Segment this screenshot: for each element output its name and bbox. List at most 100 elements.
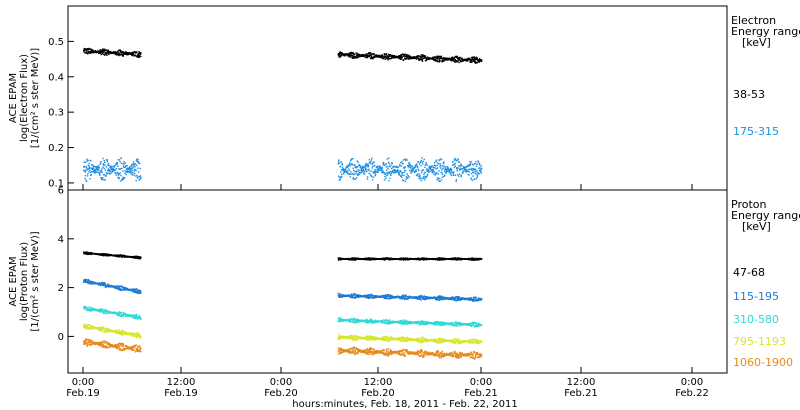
data-point bbox=[434, 297, 436, 299]
data-point bbox=[470, 173, 473, 175]
data-point bbox=[472, 300, 474, 302]
data-point bbox=[422, 176, 425, 178]
data-point bbox=[429, 170, 431, 173]
data-point bbox=[456, 61, 458, 63]
data-point bbox=[121, 311, 123, 313]
data-point bbox=[355, 165, 357, 168]
data-point bbox=[103, 310, 105, 312]
data-point bbox=[99, 174, 101, 176]
data-point bbox=[472, 299, 474, 301]
data-point bbox=[396, 166, 399, 169]
data-point bbox=[401, 297, 403, 299]
data-point bbox=[120, 288, 122, 290]
data-point bbox=[447, 167, 449, 169]
data-point bbox=[405, 178, 407, 181]
data-point bbox=[106, 285, 109, 287]
data-point bbox=[428, 169, 430, 171]
data-point bbox=[435, 159, 438, 161]
data-point bbox=[399, 57, 402, 59]
data-point bbox=[473, 298, 475, 300]
data-point bbox=[384, 294, 387, 296]
data-point bbox=[410, 172, 412, 174]
data-point bbox=[439, 180, 441, 183]
data-point bbox=[396, 170, 398, 172]
data-point bbox=[446, 168, 448, 171]
data-point bbox=[349, 162, 351, 164]
data-point bbox=[373, 322, 376, 324]
data-point bbox=[470, 259, 473, 261]
data-point bbox=[346, 165, 348, 167]
data-point bbox=[350, 53, 352, 55]
data-point bbox=[388, 162, 390, 165]
data-point bbox=[386, 172, 388, 174]
data-point bbox=[406, 320, 408, 322]
data-point bbox=[463, 166, 465, 168]
data-point bbox=[451, 169, 453, 171]
data-point bbox=[446, 170, 449, 172]
data-point bbox=[454, 163, 456, 166]
data-point bbox=[479, 171, 482, 173]
data-point bbox=[351, 173, 354, 175]
data-point bbox=[93, 328, 95, 330]
data-point bbox=[107, 283, 109, 285]
data-point bbox=[387, 165, 389, 168]
data-point bbox=[457, 297, 459, 300]
data-point bbox=[97, 167, 99, 169]
data-point bbox=[126, 171, 129, 173]
data-point bbox=[451, 171, 453, 174]
data-point bbox=[420, 257, 423, 260]
data-point bbox=[342, 294, 345, 296]
data-point bbox=[475, 56, 477, 59]
data-point bbox=[120, 174, 122, 177]
data-point bbox=[446, 166, 448, 168]
series-310-580 bbox=[83, 305, 483, 328]
data-point bbox=[373, 172, 375, 174]
data-point bbox=[369, 318, 372, 320]
data-point bbox=[442, 298, 444, 300]
data-point bbox=[354, 322, 357, 324]
data-point bbox=[438, 180, 440, 182]
data-point bbox=[361, 169, 363, 171]
data-point bbox=[407, 323, 409, 325]
data-point bbox=[434, 324, 436, 326]
data-point bbox=[125, 51, 128, 54]
data-point bbox=[363, 171, 365, 173]
legend-title: [keV] bbox=[742, 220, 771, 233]
data-point bbox=[435, 173, 438, 175]
data-point bbox=[383, 172, 385, 174]
data-point bbox=[399, 56, 401, 58]
data-point bbox=[459, 168, 462, 170]
data-point bbox=[379, 54, 381, 57]
data-point bbox=[383, 164, 385, 166]
data-point bbox=[401, 58, 403, 60]
data-point bbox=[100, 309, 102, 311]
data-point bbox=[369, 54, 371, 57]
data-point bbox=[123, 287, 125, 289]
data-point bbox=[472, 171, 474, 173]
data-point bbox=[475, 325, 477, 328]
data-point bbox=[434, 162, 436, 164]
data-point bbox=[88, 51, 91, 53]
data-point bbox=[407, 296, 410, 298]
data-point bbox=[136, 176, 139, 178]
data-point bbox=[93, 51, 95, 54]
data-point bbox=[408, 297, 410, 299]
data-point bbox=[401, 174, 403, 176]
data-point bbox=[371, 53, 373, 55]
data-point bbox=[99, 52, 102, 54]
data-point bbox=[458, 175, 460, 177]
data-point bbox=[365, 321, 367, 323]
data-point bbox=[363, 173, 366, 175]
data-point bbox=[377, 169, 379, 172]
data-point bbox=[415, 170, 417, 173]
data-point bbox=[400, 165, 403, 167]
data-point bbox=[417, 161, 419, 163]
data-point bbox=[116, 312, 119, 314]
data-point bbox=[449, 170, 451, 173]
data-point bbox=[470, 56, 473, 59]
data-point bbox=[452, 57, 454, 59]
data-point bbox=[353, 257, 356, 259]
data-point bbox=[87, 53, 89, 55]
data-point bbox=[437, 163, 440, 165]
data-point bbox=[470, 168, 472, 170]
